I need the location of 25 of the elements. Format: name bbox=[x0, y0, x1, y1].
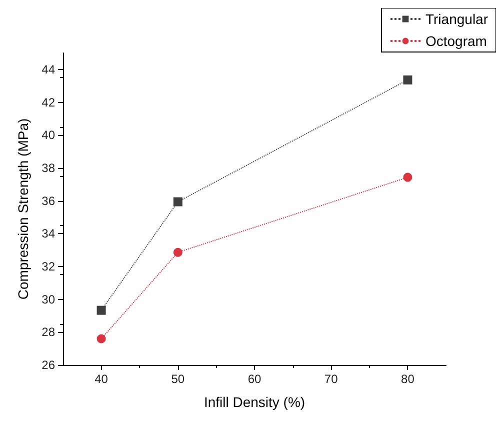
y-tick-label: 42 bbox=[42, 95, 56, 110]
point bbox=[403, 172, 412, 182]
point bbox=[173, 248, 182, 257]
point bbox=[173, 197, 182, 206]
y-tick-label: 30 bbox=[42, 292, 56, 306]
y-tick-label: 36 bbox=[42, 194, 56, 208]
x-tick-label: 60 bbox=[248, 372, 262, 386]
x-tick-label: 70 bbox=[324, 372, 338, 386]
legend-label: Octogram bbox=[425, 33, 487, 49]
point bbox=[96, 334, 106, 344]
point bbox=[403, 75, 412, 84]
y-tick-label: 32 bbox=[42, 259, 56, 274]
x-tick-label: 80 bbox=[401, 372, 415, 386]
y-axis-title: Compression Strength (MPa) bbox=[15, 118, 31, 300]
y-tick-label: 28 bbox=[42, 325, 56, 340]
point bbox=[96, 306, 106, 315]
y-tick-label: 40 bbox=[42, 128, 56, 142]
y-tick-label: 34 bbox=[42, 226, 56, 241]
y-tick-label: 26 bbox=[42, 358, 56, 372]
x-tick-label: 50 bbox=[171, 372, 185, 386]
legend-label: Triangular bbox=[425, 11, 488, 27]
y-tick-label: 38 bbox=[42, 160, 56, 175]
y-tick-label: 44 bbox=[42, 62, 56, 76]
x-axis-title: Infill Density (%) bbox=[204, 394, 306, 410]
x-tick-label: 40 bbox=[94, 372, 108, 386]
